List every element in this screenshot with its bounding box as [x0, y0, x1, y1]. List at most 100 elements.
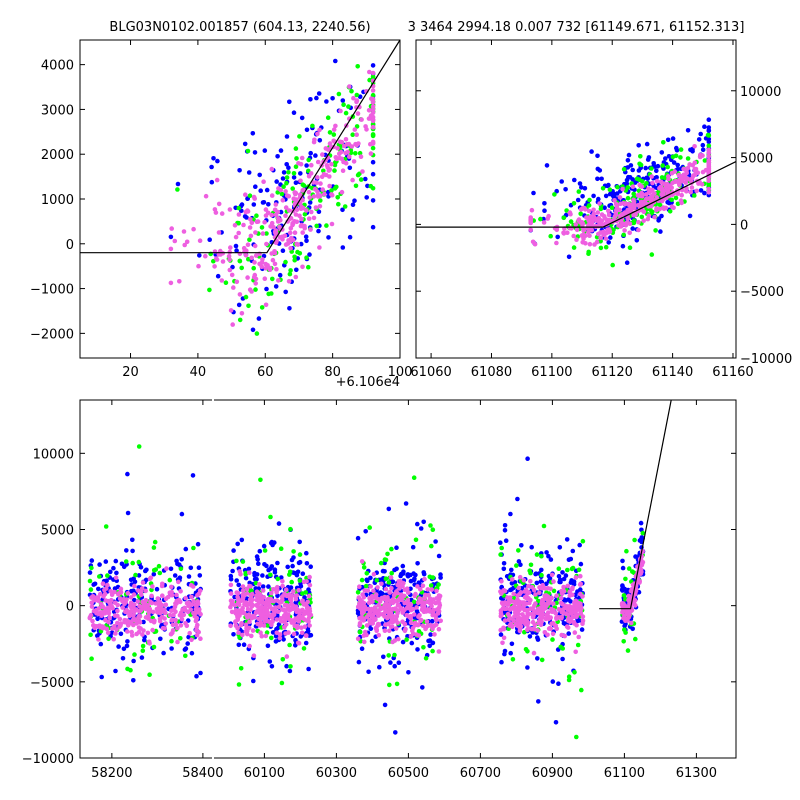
point-green	[262, 548, 268, 553]
point-blue	[316, 91, 322, 96]
point-magenta	[389, 585, 394, 591]
point-blue	[502, 528, 508, 533]
point-magenta	[99, 613, 104, 618]
point-magenta	[133, 617, 138, 623]
point-magenta	[588, 215, 594, 221]
point-magenta	[214, 257, 220, 262]
point-magenta	[521, 602, 527, 607]
point-green	[183, 653, 188, 659]
point-green	[297, 552, 303, 557]
point-blue	[369, 638, 375, 644]
point-magenta	[666, 174, 671, 179]
point-green	[436, 582, 441, 587]
point-blue	[415, 647, 420, 652]
point-magenta	[191, 598, 196, 604]
point-green	[87, 578, 93, 584]
frame-bottom-right-segment	[214, 399, 737, 759]
point-magenta	[414, 605, 420, 610]
point-magenta	[294, 623, 300, 629]
point-blue	[619, 587, 625, 592]
point-green	[374, 578, 380, 583]
point-blue	[270, 542, 275, 548]
point-blue	[544, 581, 549, 587]
point-green	[297, 578, 303, 583]
point-magenta	[538, 616, 543, 621]
point-magenta	[293, 212, 299, 217]
point-magenta	[386, 604, 392, 610]
point-magenta	[355, 111, 361, 116]
point-blue	[643, 165, 648, 171]
point-magenta	[179, 617, 185, 622]
point-green	[327, 130, 333, 135]
point-magenta	[249, 615, 255, 621]
point-green	[247, 193, 253, 198]
point-magenta	[357, 621, 363, 626]
point-magenta	[245, 208, 250, 213]
point-magenta	[517, 574, 523, 580]
point-magenta	[369, 96, 374, 101]
point-green	[236, 205, 242, 211]
point-magenta	[117, 624, 122, 630]
point-blue	[175, 181, 181, 187]
point-green	[622, 627, 627, 632]
point-blue	[198, 670, 203, 676]
point-magenta	[597, 221, 602, 226]
point-magenta	[706, 178, 712, 183]
point-magenta	[183, 620, 188, 626]
point-magenta	[132, 583, 137, 589]
point-blue	[120, 656, 126, 661]
point-magenta	[591, 207, 596, 213]
point-magenta	[159, 583, 165, 589]
point-magenta	[371, 571, 377, 577]
point-blue	[498, 632, 504, 637]
point-magenta	[307, 574, 312, 580]
point-magenta	[125, 629, 130, 634]
point-magenta	[293, 596, 299, 602]
point-blue	[293, 600, 299, 605]
point-magenta	[629, 620, 634, 626]
point-magenta	[598, 235, 603, 241]
point-magenta	[304, 633, 309, 638]
point-green	[329, 188, 334, 193]
point-blue	[415, 521, 420, 527]
point-green	[284, 175, 290, 180]
point-green	[539, 657, 545, 663]
point-green	[552, 192, 557, 197]
point-blue	[209, 179, 215, 185]
point-magenta	[526, 583, 531, 589]
point-green	[550, 637, 555, 642]
point-magenta	[229, 272, 235, 278]
point-magenta	[318, 181, 323, 186]
point-magenta	[370, 100, 376, 105]
point-magenta	[688, 189, 693, 195]
point-magenta	[157, 618, 163, 624]
point-magenta	[233, 610, 238, 616]
y-tick-label: 4000	[41, 59, 74, 74]
point-magenta	[535, 628, 540, 633]
point-magenta	[372, 608, 378, 614]
point-magenta	[529, 207, 535, 213]
point-magenta	[203, 193, 209, 199]
point-blue	[614, 191, 620, 196]
point-green	[558, 644, 563, 650]
point-magenta	[581, 228, 586, 233]
point-magenta	[287, 230, 293, 236]
point-blue	[579, 185, 584, 190]
point-magenta	[125, 590, 131, 596]
point-magenta	[265, 263, 270, 268]
point-blue	[421, 571, 427, 577]
point-blue	[340, 98, 346, 103]
point-blue	[572, 177, 577, 183]
point-blue	[408, 586, 413, 592]
point-blue	[554, 188, 559, 194]
point-magenta	[283, 242, 289, 247]
point-magenta	[280, 578, 285, 584]
point-magenta	[168, 280, 174, 286]
point-magenta	[669, 170, 675, 176]
point-magenta	[591, 211, 596, 217]
point-magenta	[317, 127, 322, 133]
point-magenta	[228, 623, 233, 629]
point-blue	[267, 659, 273, 664]
point-blue	[186, 634, 191, 640]
point-magenta	[545, 614, 551, 619]
